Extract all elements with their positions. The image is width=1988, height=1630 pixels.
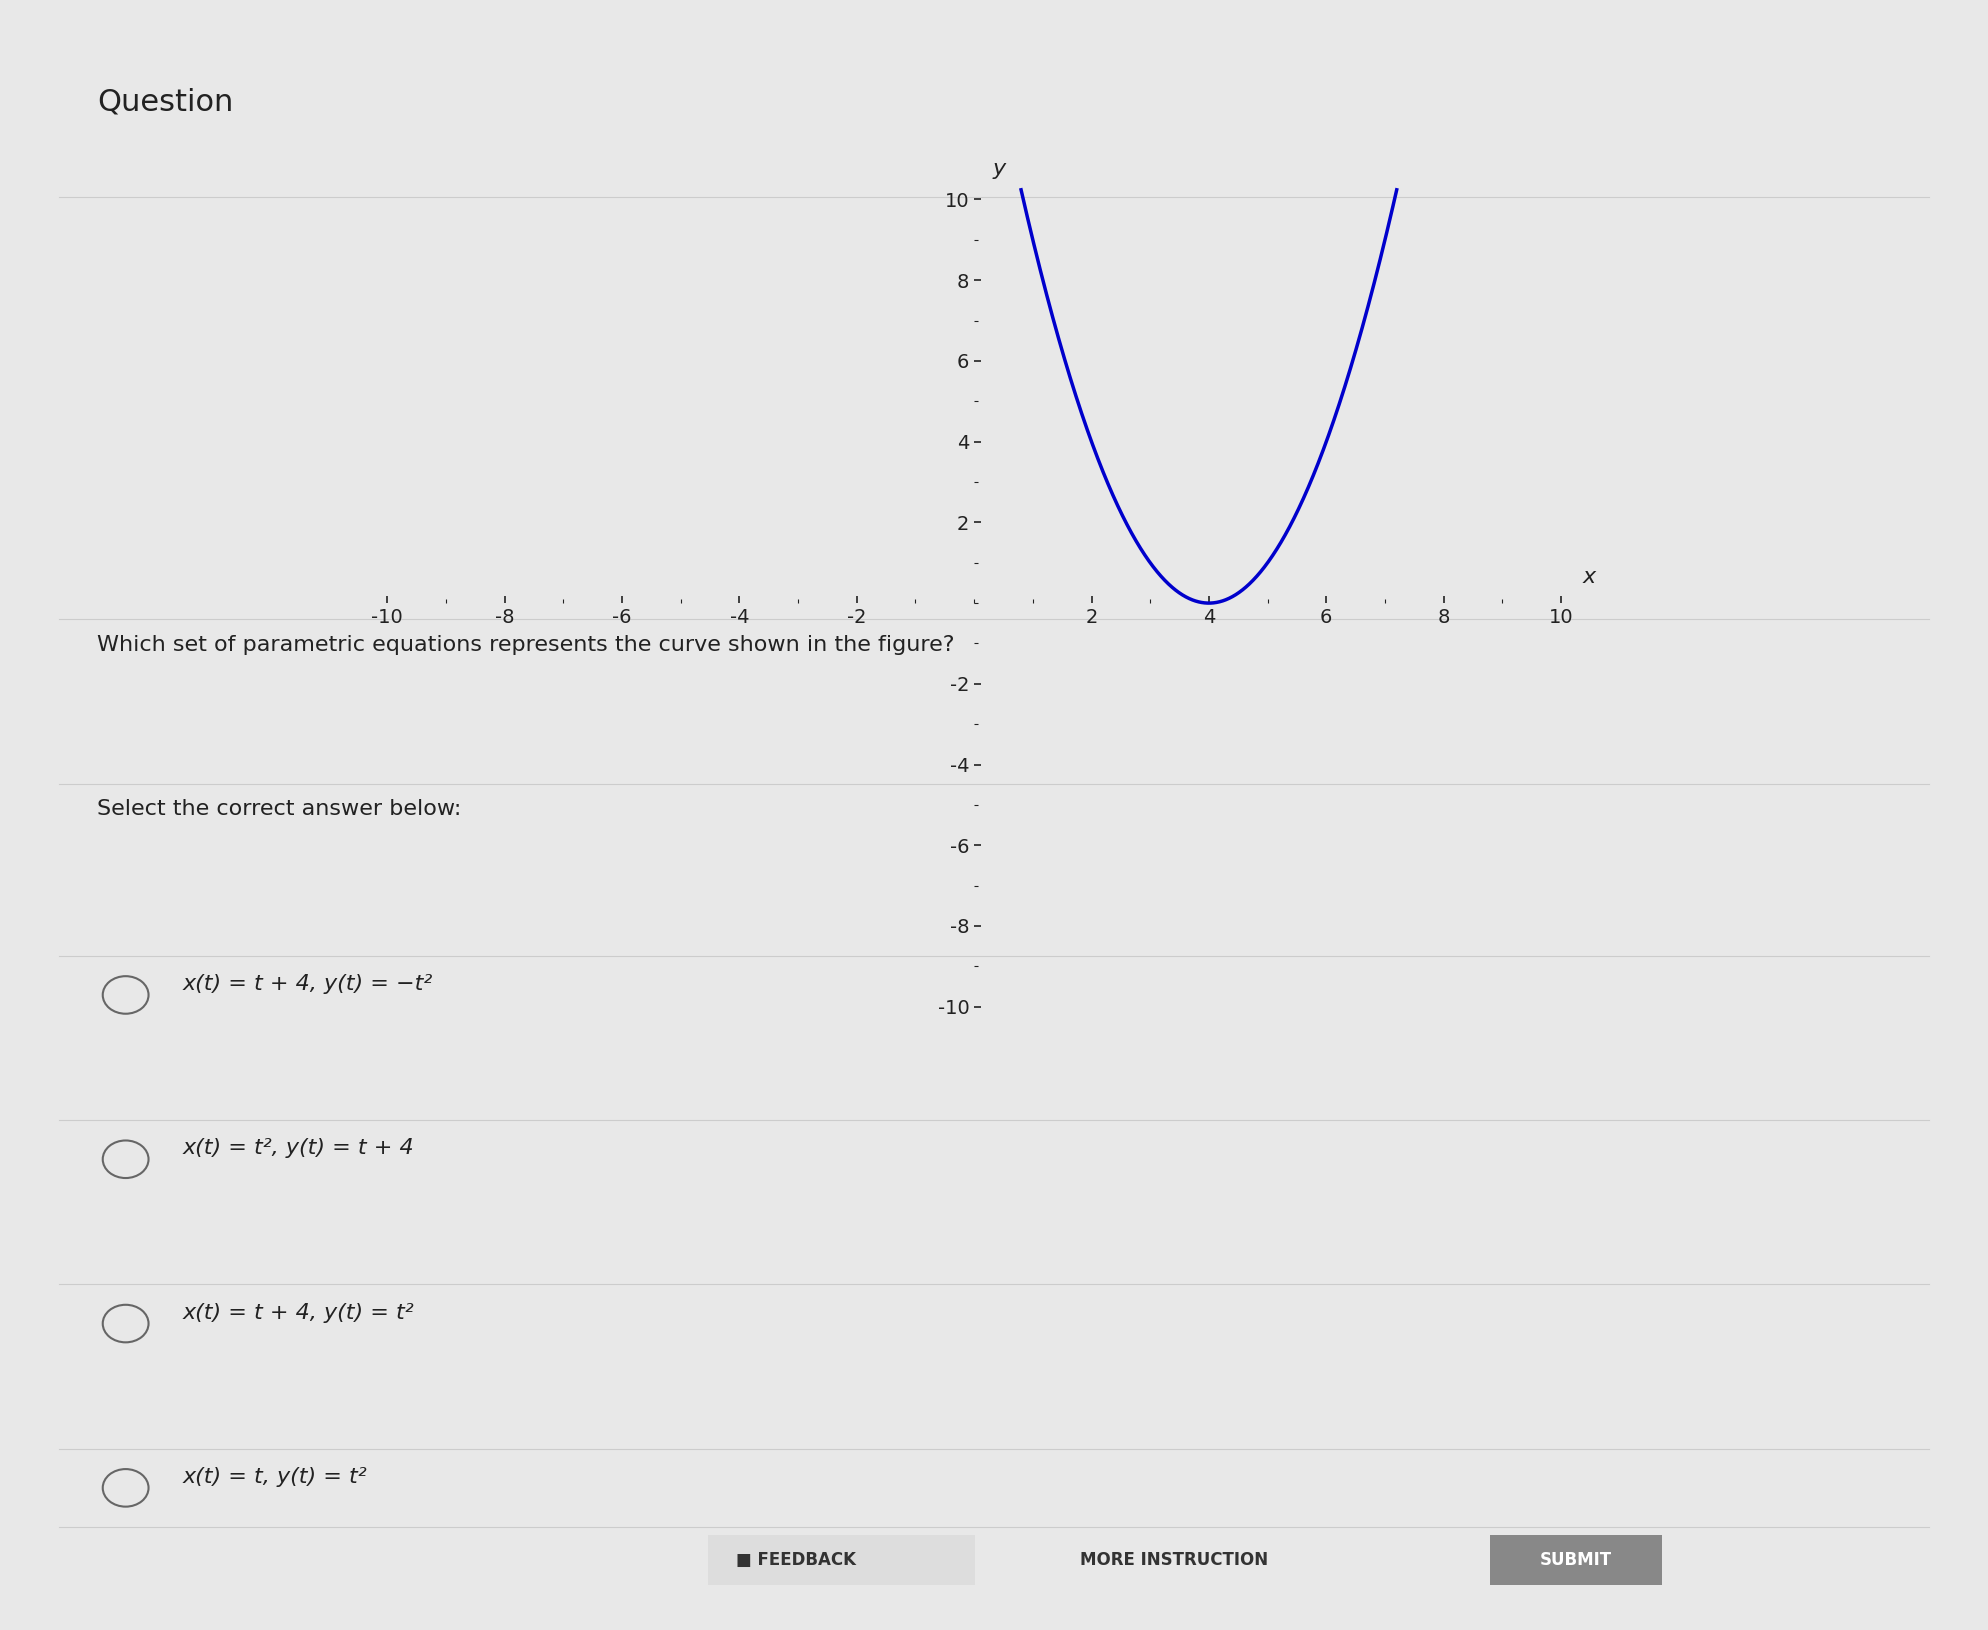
Bar: [1491, 1535, 1662, 1584]
Bar: [708, 1535, 974, 1584]
Text: $y$: $y$: [992, 161, 1008, 181]
Text: x(t) = t², y(t) = t + 4: x(t) = t², y(t) = t + 4: [183, 1138, 415, 1159]
Text: Question: Question: [97, 88, 233, 116]
Text: Select the correct answer below:: Select the correct answer below:: [97, 799, 461, 820]
Text: $x$: $x$: [1582, 567, 1598, 587]
Text: ■ FEEDBACK: ■ FEEDBACK: [736, 1550, 857, 1568]
Text: SUBMIT: SUBMIT: [1541, 1550, 1612, 1568]
Text: Which set of parametric equations represents the curve shown in the figure?: Which set of parametric equations repres…: [97, 636, 954, 655]
Text: x(t) = t, y(t) = t²: x(t) = t, y(t) = t²: [183, 1467, 368, 1487]
Text: x(t) = t + 4, y(t) = t²: x(t) = t + 4, y(t) = t²: [183, 1302, 415, 1322]
Text: x(t) = t + 4, y(t) = −t²: x(t) = t + 4, y(t) = −t²: [183, 975, 433, 994]
Text: MORE INSTRUCTION: MORE INSTRUCTION: [1079, 1550, 1268, 1568]
